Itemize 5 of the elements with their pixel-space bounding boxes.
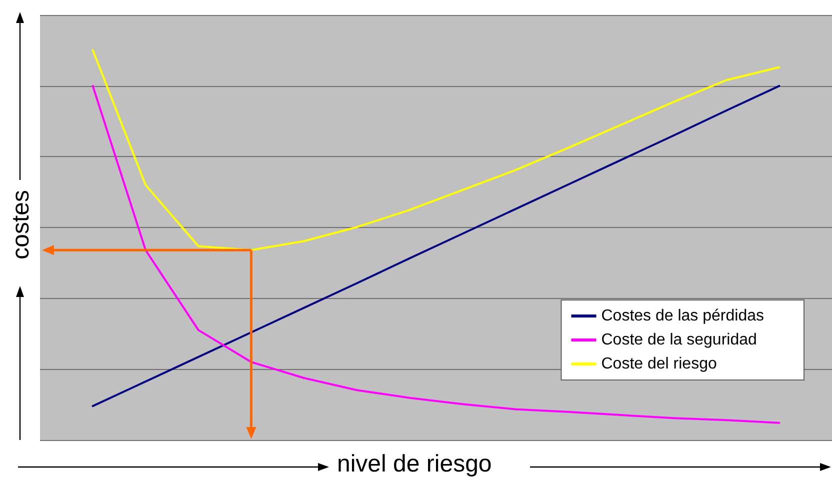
y-axis-title: costes: [8, 190, 34, 260]
x-axis-title: nivel de riesgo: [337, 450, 492, 478]
legend-label: Coste del riesgo: [601, 356, 717, 372]
legend-label: Costes de las pérdidas: [601, 308, 764, 324]
legend-label: Coste de la seguridad: [601, 332, 757, 348]
